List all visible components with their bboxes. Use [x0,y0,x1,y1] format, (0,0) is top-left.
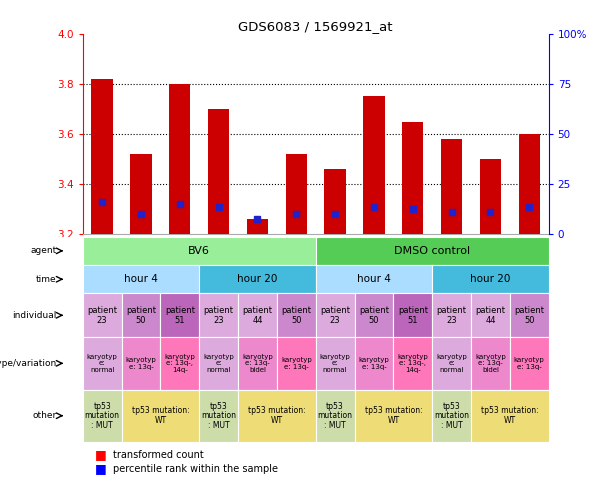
Bar [364,97,384,234]
Text: tp53
mutation
: MUT: tp53 mutation : MUT [85,401,120,430]
Text: patient
50: patient 50 [359,306,389,325]
Text: patient
23: patient 23 [320,306,350,325]
Text: tp53
mutation
: MUT: tp53 mutation : MUT [201,401,236,430]
Text: tp53
mutation
: MUT: tp53 mutation : MUT [434,401,469,430]
Text: hour 4: hour 4 [124,274,158,284]
Text: karyotyp
e:
normal: karyotyp e: normal [320,354,351,373]
Text: agent: agent [30,246,56,256]
Bar [286,154,307,234]
Text: karyotyp
e:
normal: karyotyp e: normal [204,354,234,373]
Text: transformed count: transformed count [113,450,204,460]
Text: ■: ■ [95,449,107,461]
Text: karyotyp
e: 13q-,
14q-: karyotyp e: 13q-, 14q- [164,354,195,373]
Text: DMSO control: DMSO control [394,246,470,256]
Text: karyotyp
e: 13q-
bidel: karyotyp e: 13q- bidel [475,354,506,373]
Bar [480,159,501,234]
Text: patient
23: patient 23 [204,306,234,325]
Text: patient
50: patient 50 [514,306,544,325]
Text: hour 20: hour 20 [470,274,511,284]
Text: karyotyp
e:
normal: karyotyp e: normal [436,354,467,373]
Bar [169,84,191,234]
Text: patient
44: patient 44 [243,306,272,325]
Title: GDS6083 / 1569921_at: GDS6083 / 1569921_at [238,20,393,33]
Text: BV6: BV6 [188,246,210,256]
Text: tp53
mutation
: MUT: tp53 mutation : MUT [318,401,352,430]
Text: karyotyp
e: 13q-: karyotyp e: 13q- [126,357,156,369]
Bar [519,134,540,234]
Bar [402,122,424,234]
Text: tp53 mutation:
WT: tp53 mutation: WT [248,406,306,425]
Text: patient
23: patient 23 [436,306,466,325]
Text: patient
23: patient 23 [87,306,117,325]
Bar [208,109,229,234]
Text: genotype/variation: genotype/variation [0,359,56,368]
Text: patient
51: patient 51 [165,306,195,325]
Text: ■: ■ [95,462,107,475]
Text: time: time [36,275,56,284]
Text: karyotyp
e: 13q-: karyotyp e: 13q- [359,357,389,369]
Bar [247,219,268,234]
Text: hour 4: hour 4 [357,274,391,284]
Text: patient
50: patient 50 [126,306,156,325]
Text: patient
50: patient 50 [281,306,311,325]
Text: karyotyp
e: 13q-: karyotyp e: 13q- [281,357,311,369]
Bar [91,79,113,234]
Text: tp53 mutation:
WT: tp53 mutation: WT [481,406,539,425]
Bar [441,139,462,234]
Text: patient
44: patient 44 [476,306,505,325]
Text: karyotyp
e:
normal: karyotyp e: normal [87,354,118,373]
Text: percentile rank within the sample: percentile rank within the sample [113,464,278,473]
Text: hour 20: hour 20 [237,274,278,284]
Bar [131,154,151,234]
Text: karyotyp
e: 13q-,
14q-: karyotyp e: 13q-, 14q- [397,354,428,373]
Bar [324,169,346,234]
Text: patient
51: patient 51 [398,306,428,325]
Text: karyotyp
e: 13q-: karyotyp e: 13q- [514,357,544,369]
Text: individual: individual [12,311,56,320]
Text: tp53 mutation:
WT: tp53 mutation: WT [132,406,189,425]
Text: tp53 mutation:
WT: tp53 mutation: WT [365,406,422,425]
Text: other: other [32,411,56,420]
Text: karyotyp
e: 13q-
bidel: karyotyp e: 13q- bidel [242,354,273,373]
